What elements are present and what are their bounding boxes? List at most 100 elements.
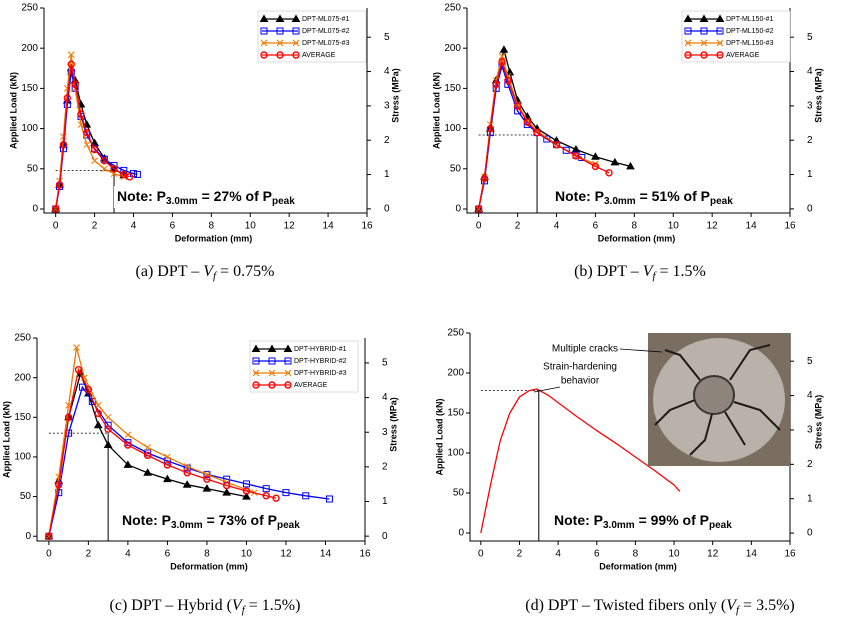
marker: [282, 489, 290, 497]
caption-part: (d) DPT – Twisted fibers only (: [525, 597, 726, 614]
legend-label: DPT-HYBRID-#1: [294, 346, 347, 353]
y-tick-label: 200: [444, 43, 461, 54]
y2-tick-label: 5: [807, 356, 813, 367]
marker: [325, 495, 333, 503]
caption-part: V: [643, 263, 655, 280]
marker: [222, 481, 231, 490]
y2-axis-label: Stress (MPa): [813, 68, 823, 123]
x-tick-label: 14: [323, 221, 335, 232]
marker: [163, 461, 172, 469]
y2-tick-label: 0: [807, 204, 813, 215]
marker: [103, 440, 113, 449]
x-tick-label: 8: [632, 221, 638, 232]
caption: (d) DPT – Twisted fibers only (Vf = 3.5%…: [525, 597, 794, 616]
series-line: [480, 388, 681, 534]
x-tick-label: 12: [707, 549, 719, 560]
marker: [716, 51, 724, 59]
note-part: = 99% of P: [635, 512, 709, 528]
y2-tick-label: 2: [807, 459, 813, 470]
marker: [591, 152, 600, 160]
series-line: [48, 367, 277, 537]
marker: [164, 453, 171, 461]
y2-tick-label: 4: [384, 66, 390, 77]
marker: [90, 145, 99, 154]
marker: [552, 140, 561, 149]
marker: [260, 27, 268, 35]
y-tick-label: 0: [458, 528, 464, 539]
x-tick-label: 10: [668, 549, 680, 560]
x-tick-label: 6: [165, 549, 171, 560]
panel: 0 2 4 6 8 10 12 14 16050100150200250012345Deform…: [431, 3, 823, 282]
x-tick-label: 0: [478, 549, 484, 560]
marker: [276, 27, 284, 35]
legend-label: DPT-ML075-#1: [302, 16, 350, 23]
marker: [81, 374, 88, 382]
note-part: Note: P: [117, 188, 166, 204]
x-tick-label: 8: [204, 549, 210, 560]
marker: [251, 344, 261, 352]
marker: [492, 80, 500, 89]
marker: [60, 133, 67, 140]
y-tick-label: 100: [447, 448, 464, 459]
marker: [499, 45, 509, 53]
marker: [182, 480, 192, 488]
x-tick-label: 16: [784, 221, 796, 232]
marker: [65, 429, 73, 437]
marker: [242, 492, 251, 500]
marker: [123, 460, 133, 468]
y-tick-label: 250: [21, 3, 38, 14]
marker: [262, 492, 270, 500]
x-tick-label: 6: [593, 221, 599, 232]
y2-tick-label: 5: [384, 32, 390, 43]
marker: [291, 14, 301, 22]
marker: [683, 14, 693, 22]
y2-tick-label: 2: [384, 135, 390, 146]
series-line: [55, 64, 130, 210]
series-line: [55, 54, 124, 210]
x-axis-label: Deformation (mm): [170, 561, 248, 571]
note-part: Note: P: [122, 512, 171, 528]
marker: [572, 152, 580, 160]
y2-tick-label: 3: [382, 427, 388, 438]
x-tick-label: 10: [241, 549, 253, 560]
note: Note: P3.0mm = 27% of Ppeak: [117, 188, 295, 207]
panel: 0 2 4 6 8 10 12 14 16050100150200250012345Deform…: [8, 3, 400, 282]
marker: [626, 161, 635, 170]
marker: [486, 124, 495, 133]
y2-axis-label: Stress (MPa): [388, 397, 398, 452]
marker: [242, 487, 251, 495]
marker: [93, 420, 103, 429]
marker: [163, 474, 172, 483]
x-tick-label: 16: [359, 549, 371, 560]
note: Note: P3.0mm = 73% of Ppeak: [122, 512, 300, 531]
y2-tick-label: 1: [807, 169, 813, 180]
note-part: = 73% of P: [203, 512, 277, 528]
marker: [71, 80, 79, 89]
marker: [504, 76, 512, 85]
legend-label: DPT-ML150-#3: [726, 40, 774, 47]
y-tick-label: 150: [21, 83, 38, 94]
y-tick-label: 150: [447, 408, 464, 419]
x-axis-label: Deformation (mm): [598, 233, 676, 243]
marker: [272, 494, 280, 502]
marker: [104, 425, 112, 433]
y2-tick-label: 3: [384, 101, 390, 112]
marker: [124, 431, 132, 439]
marker: [284, 357, 292, 365]
x-tick-label: 4: [131, 221, 137, 232]
marker: [700, 27, 708, 35]
marker: [292, 27, 300, 35]
x-tick-label: 2: [517, 549, 523, 560]
caption-part: (c) DPT – Hybrid (: [110, 597, 232, 614]
marker: [252, 357, 260, 365]
marker: [45, 532, 53, 540]
marker: [94, 409, 102, 418]
marker: [260, 39, 268, 47]
marker: [700, 51, 708, 59]
legend-label: AVERAGE: [302, 52, 336, 59]
caption-part: f: [213, 270, 218, 282]
note-part: peak: [710, 196, 733, 207]
note-background: [551, 510, 709, 532]
note-part: peak: [272, 196, 295, 207]
y2-tick-label: 2: [382, 462, 388, 473]
